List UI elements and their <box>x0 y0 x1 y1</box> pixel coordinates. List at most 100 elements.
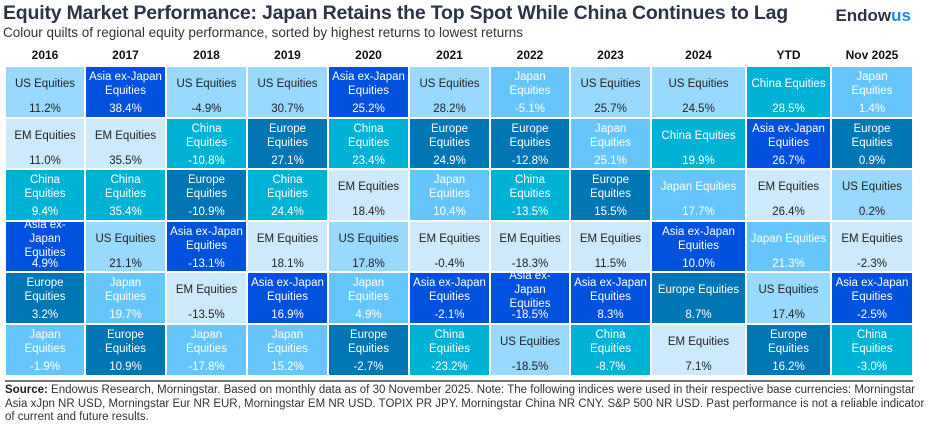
asset-name: Japan Equities <box>267 329 308 355</box>
quilt-cell: Asia ex-Japan Equities 10.0% <box>651 220 746 273</box>
asset-name: US Equities <box>176 78 237 90</box>
page-title: Equity Market Performance: Japan Retains… <box>3 2 788 24</box>
asset-name: Asia ex-Japan Equities <box>752 122 825 149</box>
return-value: -18.5% <box>511 309 549 322</box>
asset-name: China Equities <box>661 129 736 142</box>
quilt-cell: US Equities 25.7% <box>570 66 651 118</box>
asset-name: Europe Equities <box>267 122 308 149</box>
quilt-cell: US Equities 30.7% <box>247 66 328 118</box>
source-label: Source: <box>5 384 48 396</box>
quilt-cell: Europe Equities 0.9% <box>831 117 913 170</box>
column-header: Nov 2025 <box>845 48 899 62</box>
quilt-cell: Asia ex-Japan Equities -2.1% <box>409 272 490 324</box>
asset-name: EM Equities <box>579 232 642 245</box>
return-value: -1.9% <box>29 361 61 373</box>
return-value: 23.4% <box>352 154 385 167</box>
quilt-cell: China Equities -13.5% <box>490 169 570 221</box>
column-header: 2024 <box>685 48 712 62</box>
asset-name: EM Equities <box>667 336 730 348</box>
quilt-cell: Europe Equities -2.7% <box>328 324 409 376</box>
endowus-logo: Endowus <box>835 6 911 25</box>
asset-name: Asia ex-Japan Equities <box>662 225 735 252</box>
return-value: 10.4% <box>433 206 466 219</box>
asset-name: Asia ex-Japan Equities <box>835 277 909 304</box>
quilt-cell: Europe Equities 24.9% <box>409 117 490 170</box>
asset-name: US Equities <box>580 78 641 90</box>
return-value: -10.8% <box>188 154 225 167</box>
quilt-cell: Asia ex-Japan Equities 26.7% <box>746 117 831 170</box>
asset-name: EM Equities <box>499 232 561 245</box>
asset-name: Europe Equities <box>105 329 146 355</box>
column-header: 2016 <box>31 48 59 62</box>
asset-name: China Equities <box>851 329 893 355</box>
quilt-cell: Japan Equities 10.4% <box>409 169 490 221</box>
quilt-cell: Japan Equities -5.1% <box>490 66 570 118</box>
return-value: -2.5% <box>856 309 888 322</box>
quilt-cell: Asia ex-Japan Equities -18.5% <box>490 270 570 324</box>
quilt-cell: Asia ex-Japan Equities -2.5% <box>831 272 913 324</box>
asset-name: US Equities <box>499 336 561 348</box>
quilt-cell: Japan Equities 25.1% <box>570 117 651 170</box>
quilt-cell: Asia ex-Japan Equities 25.2% <box>328 66 409 118</box>
quilt-cell: EM Equities -2.3% <box>831 220 913 273</box>
quilt-cell: Europe Equities 27.1% <box>247 117 328 170</box>
return-value: 4.9% <box>355 309 382 322</box>
page-subtitle: Colour quilts of regional equity perform… <box>3 25 524 40</box>
return-value: 8.7% <box>685 309 712 322</box>
quilt-cell: US Equities 21.1% <box>85 220 166 273</box>
return-value: 26.4% <box>772 206 805 219</box>
return-value: -10.9% <box>188 206 225 219</box>
asset-name: Asia ex-Japan Equities <box>574 277 647 304</box>
return-value: -13.5% <box>511 206 549 219</box>
asset-name: Asia ex-Japan Equities <box>24 218 66 259</box>
quilt-cell: China Equities 9.4% <box>5 169 85 221</box>
return-value: 15.5% <box>594 206 627 219</box>
quilt-cell: Europe Equities 16.2% <box>746 324 831 376</box>
return-value: 15.2% <box>271 361 304 373</box>
asset-name: China Equities <box>429 329 470 355</box>
quilt-cell: Japan Equities 19.7% <box>85 272 166 324</box>
return-value: 9.4% <box>31 206 59 219</box>
return-value: 35.5% <box>109 154 142 167</box>
quilt-cell: EM Equities 7.1% <box>651 324 746 376</box>
return-value: 24.4% <box>271 206 304 219</box>
return-value: 30.7% <box>271 103 304 115</box>
return-value: 10.9% <box>109 361 142 373</box>
return-value: 10.0% <box>682 257 715 270</box>
asset-name: China Equities <box>105 174 146 201</box>
return-value: 8.3% <box>597 309 624 322</box>
column-header: 2019 <box>274 48 301 62</box>
quilt-cell: China Equities -8.7% <box>570 324 651 376</box>
return-value: 4.9% <box>31 257 59 270</box>
quilt-cell: US Equities 17.8% <box>328 220 409 273</box>
quilt-cell: US Equities -18.5% <box>490 324 570 376</box>
asset-name: Japan Equities <box>660 181 737 194</box>
column-header: 2022 <box>516 48 544 62</box>
quilt-cell: China Equities 28.5% <box>746 66 831 118</box>
quilt-cell: Europe Equities 10.9% <box>85 324 166 376</box>
quilt-cell: EM Equities 18.1% <box>247 220 328 273</box>
return-value: -2.7% <box>353 361 384 373</box>
asset-name: Asia ex-Japan Equities <box>413 277 486 304</box>
asset-name: US Equities <box>668 78 729 90</box>
source-note: Source: Endowus Research, Morningstar. B… <box>5 384 925 425</box>
quilt-cell: Asia ex-Japan Equities 38.4% <box>85 66 166 118</box>
return-value: -17.8% <box>188 361 225 373</box>
return-value: 1.4% <box>858 103 886 115</box>
column-header: YTD <box>776 48 801 62</box>
quilt-cell: EM Equities 11.5% <box>570 220 651 273</box>
quilt-cell: China Equities -23.2% <box>409 324 490 376</box>
asset-name: Europe Equities <box>851 122 893 149</box>
asset-name: Europe Equities <box>429 122 470 149</box>
asset-name: EM Equities <box>418 232 481 245</box>
return-value: 17.7% <box>682 206 715 219</box>
asset-name: Europe Equities <box>348 329 389 355</box>
return-value: 25.7% <box>594 103 627 115</box>
return-value: 27.1% <box>271 154 304 167</box>
return-value: -2.1% <box>434 309 465 322</box>
asset-name: Europe Equities <box>509 122 551 149</box>
quilt-cell: US Equities 11.2% <box>5 66 85 118</box>
quilt-cell: China Equities 23.4% <box>328 117 409 170</box>
quilt-cell: Europe Equities 3.2% <box>5 272 85 324</box>
quilt-cell: Europe Equities -10.9% <box>166 169 247 221</box>
